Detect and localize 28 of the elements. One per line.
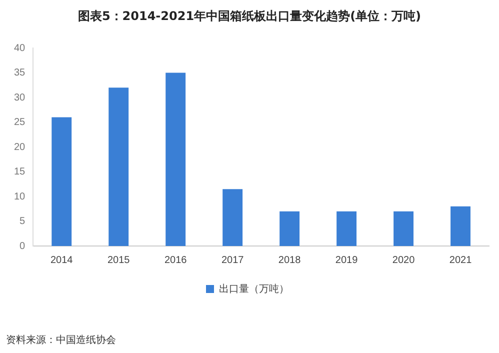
y-tick-label: 35: [14, 68, 26, 78]
legend-label: 出口量（万吨）: [219, 282, 289, 295]
y-tick-label: 0: [20, 240, 26, 252]
x-tick-label: 2016: [164, 254, 188, 266]
x-tick-label: 2020: [392, 254, 416, 266]
bar: [108, 88, 129, 246]
bar: [52, 117, 72, 246]
bar: [450, 206, 470, 246]
x-tick-label: 2017: [221, 254, 244, 266]
y-tick-label: 40: [14, 42, 26, 54]
x-tick-label: 2019: [335, 254, 358, 266]
y-tick-label: 15: [14, 166, 26, 178]
bar: [336, 211, 357, 246]
bar: [166, 72, 186, 246]
bar: [222, 189, 243, 246]
chart-title: 图表5：2014-2021年中国箱纸板出口量变化趋势(单位：万吨): [76, 8, 422, 25]
y-tick-label: 5: [20, 216, 26, 227]
x-tick-label: 2015: [107, 254, 130, 266]
x-tick-label: 2018: [278, 254, 302, 266]
text: 资料来源：中国造纸协会: [6, 334, 116, 347]
x-tick-label: 2021: [449, 254, 472, 266]
y-tick-label: 20: [14, 142, 26, 153]
y-tick-label: 30: [14, 92, 26, 104]
y-tick-label: 10: [14, 191, 26, 202]
bar: [280, 211, 300, 246]
y-tick-label: 25: [14, 117, 26, 128]
bar: [394, 211, 414, 246]
x-tick-label: 2014: [50, 254, 74, 266]
